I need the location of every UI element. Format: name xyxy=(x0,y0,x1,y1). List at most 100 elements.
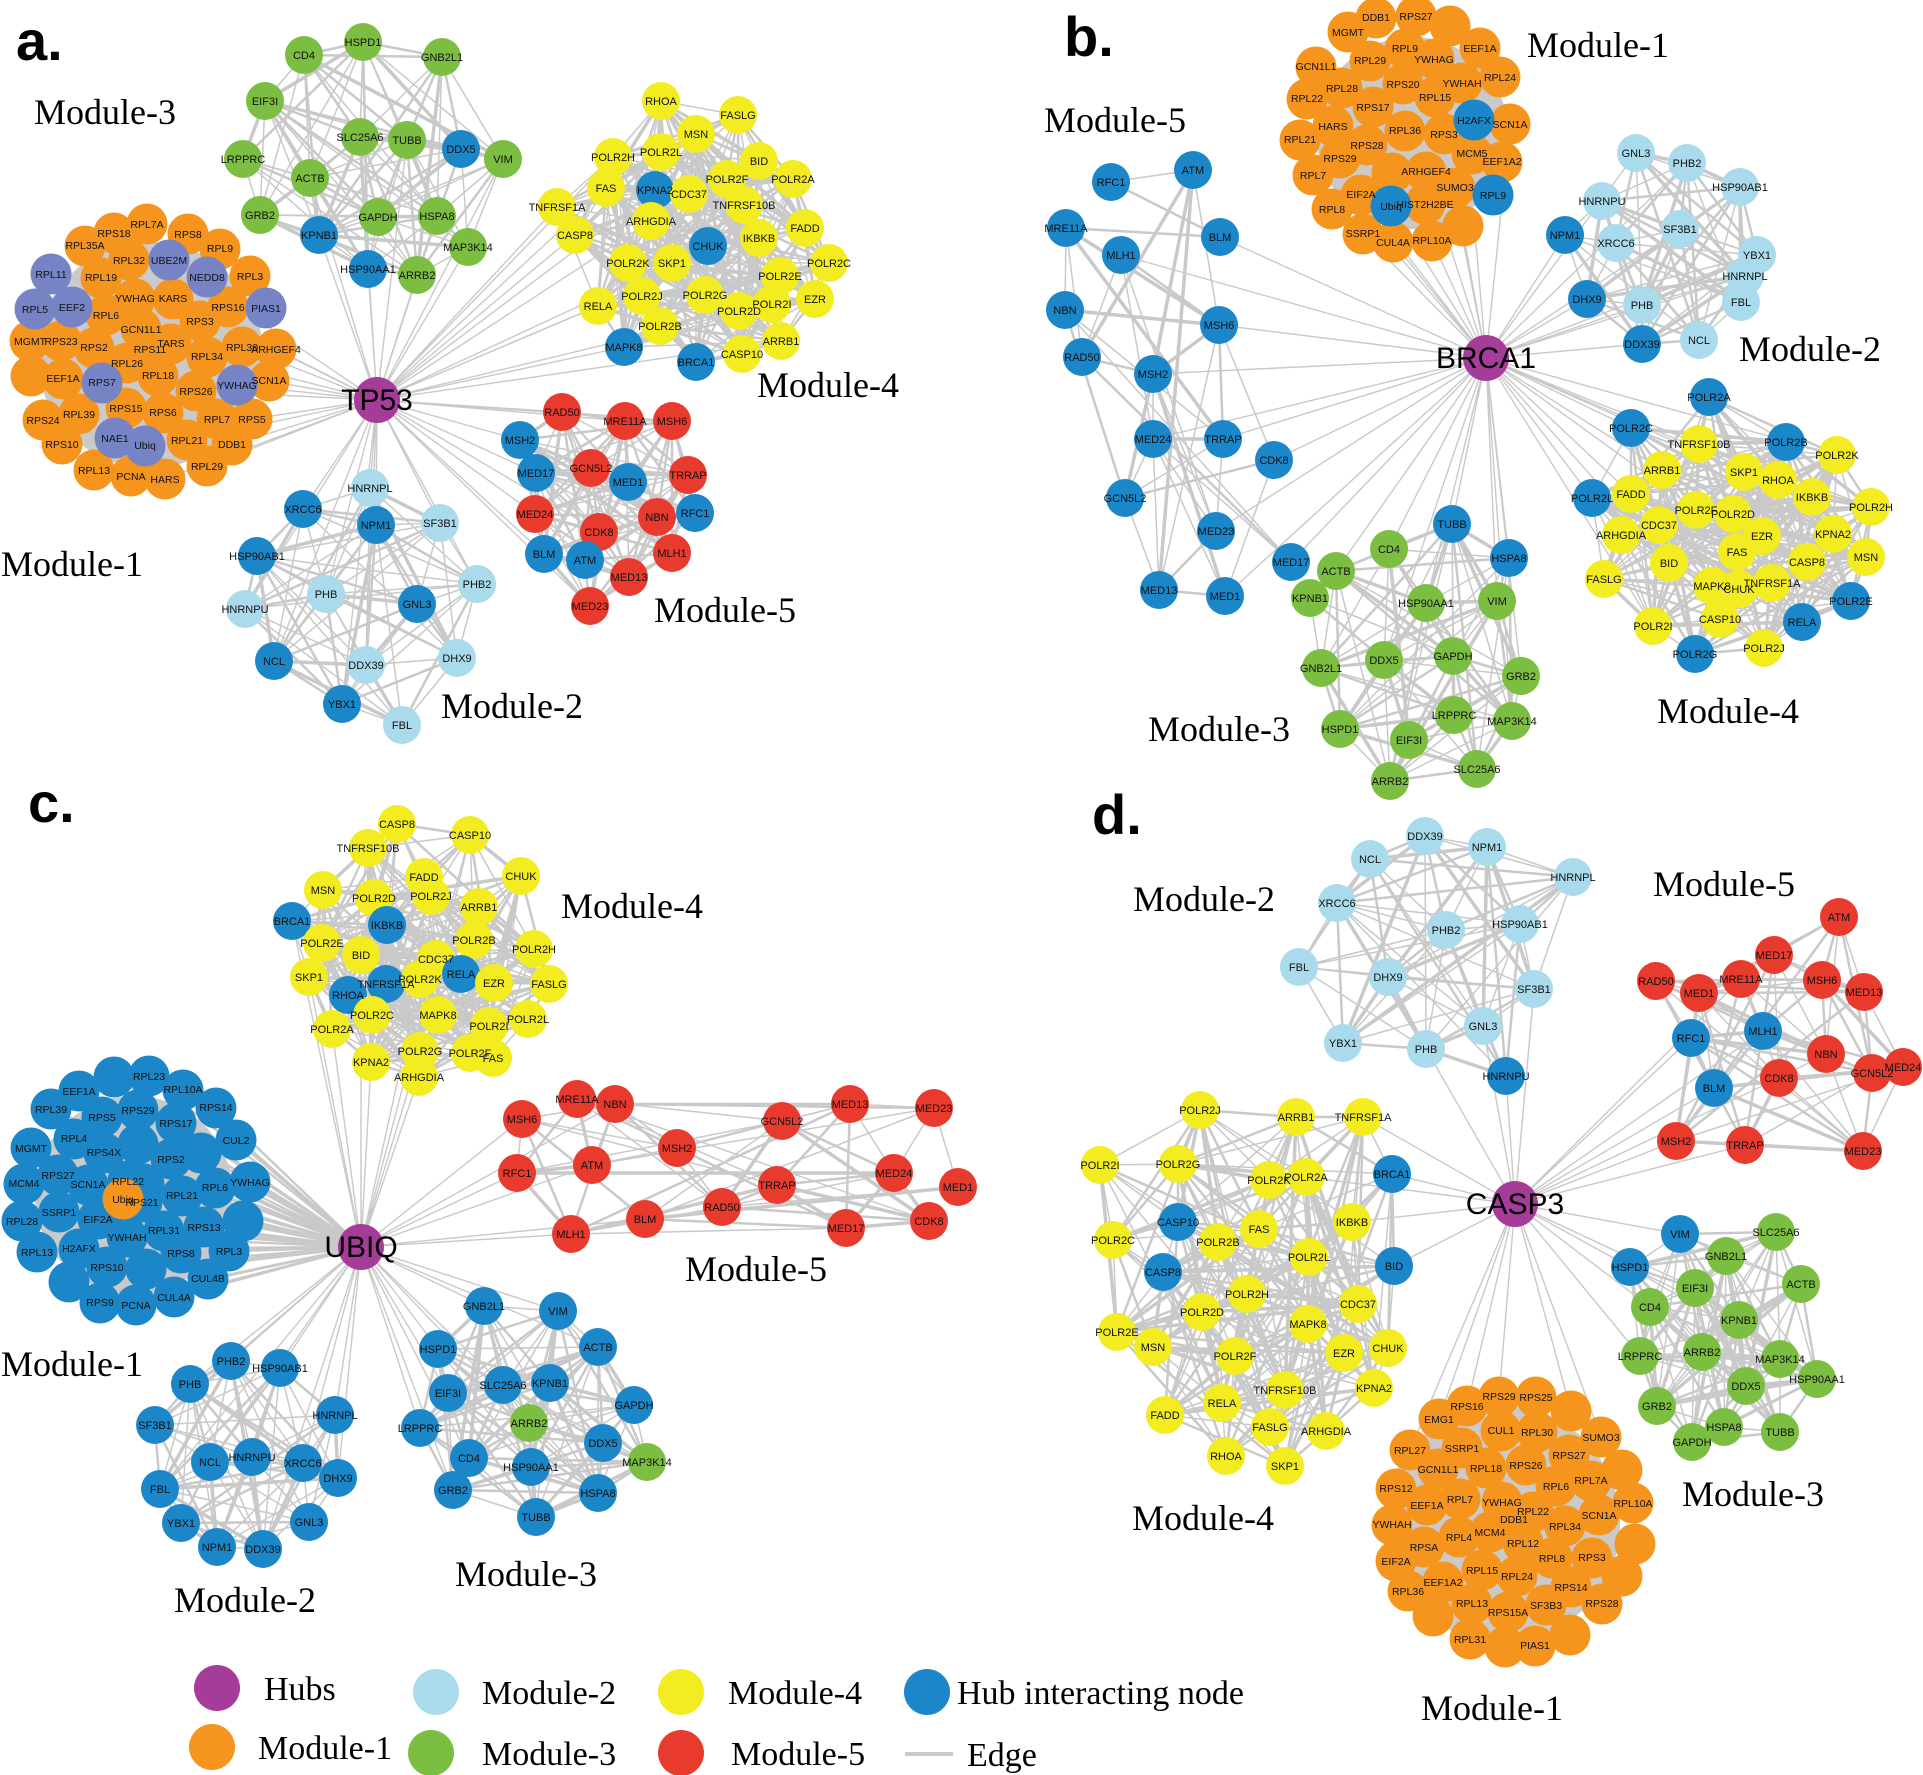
svg-text:BID: BID xyxy=(750,156,768,168)
svg-text:MED1: MED1 xyxy=(613,477,644,489)
svg-text:MED1: MED1 xyxy=(1210,591,1241,603)
svg-text:FAS: FAS xyxy=(596,183,617,195)
svg-text:RPS3: RPS3 xyxy=(1430,129,1458,141)
svg-text:EZR: EZR xyxy=(804,294,826,306)
svg-text:RPL36: RPL36 xyxy=(1392,1586,1424,1598)
svg-text:RPS11: RPS11 xyxy=(134,344,167,356)
svg-text:ATM: ATM xyxy=(574,555,596,567)
svg-text:CDK8: CDK8 xyxy=(584,527,613,539)
svg-text:TNFRSF1A: TNFRSF1A xyxy=(358,979,416,991)
svg-text:MSH2: MSH2 xyxy=(662,1143,693,1155)
svg-text:POLR2J: POLR2J xyxy=(1179,1105,1221,1117)
svg-text:RPL10A: RPL10A xyxy=(163,1084,202,1096)
svg-text:GAPDH: GAPDH xyxy=(614,1400,653,1412)
svg-text:RPS16: RPS16 xyxy=(1450,1401,1483,1413)
svg-text:RPS10: RPS10 xyxy=(45,439,78,451)
svg-text:MGMT: MGMT xyxy=(15,1143,48,1155)
svg-text:MCM4: MCM4 xyxy=(1475,1527,1506,1539)
svg-text:ATM: ATM xyxy=(1182,165,1204,177)
svg-text:RPS8: RPS8 xyxy=(167,1248,195,1260)
svg-text:RPS28: RPS28 xyxy=(1350,140,1383,152)
svg-text:POLR2C: POLR2C xyxy=(807,258,851,270)
svg-text:EEF1A2: EEF1A2 xyxy=(1423,1577,1462,1589)
svg-text:MRE11A: MRE11A xyxy=(555,1094,599,1106)
svg-text:POLR2E: POLR2E xyxy=(758,271,801,283)
svg-text:GNB2L1: GNB2L1 xyxy=(1705,1251,1747,1263)
svg-text:RPS15: RPS15 xyxy=(109,403,142,415)
svg-text:GNL3: GNL3 xyxy=(1469,1021,1498,1033)
svg-text:HSP90AA1: HSP90AA1 xyxy=(1398,598,1454,610)
svg-text:POLR2F: POLR2F xyxy=(706,174,749,186)
svg-text:RPL32: RPL32 xyxy=(113,255,145,267)
svg-text:PIAS1: PIAS1 xyxy=(251,303,281,315)
svg-text:ARRB1: ARRB1 xyxy=(461,902,498,914)
svg-text:RPL11: RPL11 xyxy=(35,269,66,281)
svg-text:BRCA1: BRCA1 xyxy=(274,916,311,928)
svg-text:FADD: FADD xyxy=(790,223,819,235)
svg-text:TNFRSF1A: TNFRSF1A xyxy=(529,202,587,214)
svg-text:Module-4: Module-4 xyxy=(1132,1498,1274,1538)
svg-text:ARRB1: ARRB1 xyxy=(1278,1112,1315,1124)
svg-text:RPL8: RPL8 xyxy=(1539,1553,1565,1565)
svg-text:RELA: RELA xyxy=(1208,1398,1237,1410)
svg-text:POLR2A: POLR2A xyxy=(1687,392,1731,404)
svg-text:FASLG: FASLG xyxy=(1252,1422,1287,1434)
svg-text:RPL30: RPL30 xyxy=(1521,1427,1553,1439)
svg-text:TUBB: TUBB xyxy=(521,1512,550,1524)
svg-text:EIF3I: EIF3I xyxy=(1682,1283,1708,1295)
svg-text:SSRP1: SSRP1 xyxy=(42,1207,77,1219)
svg-text:KPNA2: KPNA2 xyxy=(1356,1383,1392,1395)
svg-text:EEF1A: EEF1A xyxy=(62,1086,95,1098)
svg-text:ACTB: ACTB xyxy=(583,1342,612,1354)
svg-text:RFC1: RFC1 xyxy=(503,1168,532,1180)
svg-text:BLM: BLM xyxy=(533,549,556,561)
svg-text:DDX39: DDX39 xyxy=(1624,339,1659,351)
svg-text:RPL39: RPL39 xyxy=(63,409,95,421)
svg-text:FADD: FADD xyxy=(1616,489,1645,501)
svg-text:Module-1: Module-1 xyxy=(1421,1688,1563,1728)
svg-text:Hubs: Hubs xyxy=(264,1671,336,1708)
svg-text:HSP90AA1: HSP90AA1 xyxy=(340,264,396,276)
svg-text:MRE11A: MRE11A xyxy=(1044,223,1088,235)
svg-text:HSP90AB1: HSP90AB1 xyxy=(252,1363,308,1375)
svg-text:Module-4: Module-4 xyxy=(561,886,703,926)
svg-text:RPS26: RPS26 xyxy=(1509,1460,1542,1472)
svg-text:RFC1: RFC1 xyxy=(1097,177,1126,189)
svg-text:RPL22: RPL22 xyxy=(1517,1506,1549,1518)
svg-text:Module-2: Module-2 xyxy=(174,1580,316,1620)
svg-text:DDX5: DDX5 xyxy=(588,1438,617,1450)
svg-text:POLR2L: POLR2L xyxy=(640,147,682,159)
svg-text:NBN: NBN xyxy=(1814,1049,1837,1061)
svg-text:Module-3: Module-3 xyxy=(1682,1474,1824,1514)
svg-text:CHUK: CHUK xyxy=(1723,584,1755,596)
svg-text:RPS5: RPS5 xyxy=(88,1112,116,1124)
svg-text:Module-2: Module-2 xyxy=(482,1675,616,1712)
svg-text:RHOA: RHOA xyxy=(1762,475,1794,487)
svg-text:POLR2J: POLR2J xyxy=(621,291,663,303)
svg-text:YBX1: YBX1 xyxy=(1329,1038,1357,1050)
svg-text:RPS28: RPS28 xyxy=(1585,1598,1618,1610)
svg-text:GCN5L2: GCN5L2 xyxy=(1851,1068,1894,1080)
svg-text:c.: c. xyxy=(28,771,75,834)
svg-text:RPL39: RPL39 xyxy=(35,1104,67,1116)
svg-text:MSH6: MSH6 xyxy=(507,1114,538,1126)
svg-text:POLR2K: POLR2K xyxy=(606,258,650,270)
svg-text:PHB: PHB xyxy=(315,589,338,601)
svg-text:RPL10A: RPL10A xyxy=(1412,235,1451,247)
svg-text:IKBKB: IKBKB xyxy=(1796,492,1828,504)
svg-text:MCM5: MCM5 xyxy=(1457,148,1488,160)
svg-text:TUBB: TUBB xyxy=(1765,1427,1794,1439)
svg-text:CDC37: CDC37 xyxy=(1641,520,1677,532)
svg-text:MED23: MED23 xyxy=(572,601,609,613)
svg-text:RPL6: RPL6 xyxy=(93,310,119,322)
svg-text:PCNA: PCNA xyxy=(121,1300,150,1312)
svg-text:HNRNPL: HNRNPL xyxy=(1550,872,1595,884)
svg-text:Module-5: Module-5 xyxy=(654,590,796,630)
svg-text:NPM1: NPM1 xyxy=(202,1542,233,1554)
svg-text:PHB: PHB xyxy=(1631,300,1654,312)
svg-text:RPS2: RPS2 xyxy=(157,1154,185,1166)
svg-text:SCN1A: SCN1A xyxy=(1492,119,1527,131)
svg-text:RPL18: RPL18 xyxy=(1470,1463,1502,1475)
svg-text:GCN5L2: GCN5L2 xyxy=(761,1116,804,1128)
svg-text:ARHGEF4: ARHGEF4 xyxy=(1401,166,1451,178)
